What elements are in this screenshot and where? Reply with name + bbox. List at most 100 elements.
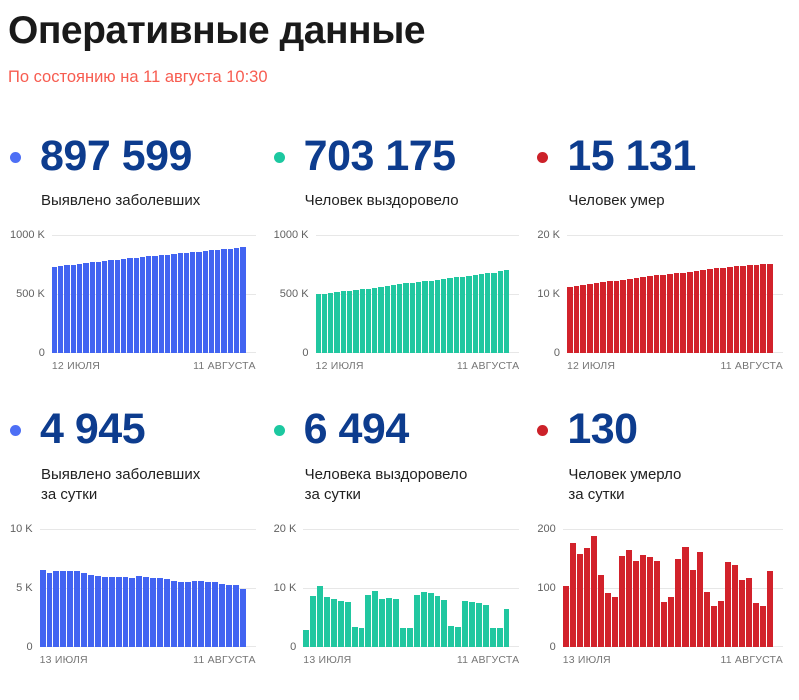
bar	[590, 536, 597, 648]
stat-label: Выявлено заболевших за сутки	[41, 465, 256, 506]
bar	[682, 546, 689, 648]
stat-dot	[537, 425, 549, 437]
x-tick-end: 11 АВГУСТА	[720, 360, 783, 373]
bar	[580, 284, 586, 354]
bar	[233, 585, 239, 648]
stat-label: Человек выздоровело	[305, 191, 520, 211]
stat-card-confirmed-daily: 4 945 Выявлено заболевших за сутки 10 K …	[8, 406, 256, 666]
bars	[51, 235, 246, 354]
bar	[620, 279, 627, 354]
bar-chart: 200 100 0 13 ИЮЛЯ 11 АВГУСТА	[537, 523, 783, 667]
y-tick-label: 0	[549, 641, 556, 654]
bar	[460, 276, 466, 354]
stat-value: 4 945	[40, 405, 146, 454]
x-axis-labels: 12 ИЮЛЯ 11 АВГУСТА	[52, 360, 256, 372]
y-axis-labels: 10 K 5 K 0	[10, 523, 40, 653]
bar	[472, 275, 478, 354]
bar	[399, 627, 406, 648]
gridline	[39, 529, 256, 531]
bar	[324, 597, 330, 648]
bar	[227, 248, 234, 354]
y-tick-label: 0	[290, 641, 297, 654]
stat-label-line2: за сутки	[568, 485, 625, 503]
stat-label-line1: Выявлено заболевших	[41, 465, 201, 483]
bar	[372, 590, 379, 648]
bar	[215, 249, 221, 354]
bar	[136, 576, 143, 648]
bar-chart: 20 K 10 K 0 13 ИЮЛЯ 11 АВГУСТА	[274, 523, 520, 666]
bar	[208, 250, 215, 354]
bars	[562, 529, 774, 648]
bar	[413, 595, 420, 648]
bar	[133, 257, 139, 354]
bar	[724, 562, 731, 648]
bars	[39, 529, 246, 648]
plot-wrap: 12 ИЮЛЯ 11 АВГУСТА	[51, 235, 256, 372]
bar	[337, 601, 344, 648]
stat-header: 130	[537, 406, 783, 453]
chart-plot	[303, 529, 520, 648]
bar	[673, 273, 680, 354]
bar	[196, 251, 202, 354]
bar	[353, 289, 359, 354]
bar	[101, 576, 108, 648]
y-axis-labels: 1000 K 500 K 0	[10, 229, 52, 359]
bar	[102, 261, 108, 354]
bar	[497, 271, 503, 354]
bar	[760, 264, 767, 354]
y-axis-labels: 1000 K 500 K 0	[274, 229, 316, 359]
bars	[315, 235, 510, 354]
bar	[640, 555, 647, 648]
bar	[583, 548, 590, 648]
bar	[344, 602, 351, 648]
bar	[83, 263, 89, 354]
bar	[586, 284, 593, 354]
bar	[469, 602, 475, 648]
bar	[700, 269, 707, 354]
bar	[653, 275, 660, 354]
bar	[129, 578, 136, 648]
bar	[120, 259, 127, 354]
bars	[566, 235, 773, 354]
bar	[416, 282, 422, 354]
stat-dot	[273, 425, 285, 437]
stat-label: Человека выздоровело за сутки	[305, 465, 520, 506]
bar	[573, 285, 580, 354]
bar	[171, 253, 177, 354]
y-tick-label: 0	[302, 347, 309, 360]
bar	[108, 260, 114, 354]
bar-chart: 20 K 10 K 0 12 ИЮЛЯ 11 АВГУСТА	[537, 229, 783, 373]
bar	[393, 598, 399, 648]
bar	[745, 577, 752, 648]
bar	[198, 581, 205, 648]
bar	[115, 577, 122, 648]
chart-plot	[566, 235, 783, 354]
bar	[626, 549, 633, 648]
bar	[157, 578, 163, 648]
x-tick-end: 11 АВГУСТА	[720, 654, 783, 667]
stat-header: 15 131	[537, 132, 783, 180]
stat-label-line1: Человек умер	[568, 192, 665, 210]
x-axis-labels: 13 ИЮЛЯ 11 АВГУСТА	[303, 654, 519, 666]
y-tick-label: 500 K	[279, 288, 309, 301]
bar	[627, 279, 633, 354]
bar	[164, 254, 171, 354]
stat-dot	[273, 151, 285, 163]
bar	[667, 273, 673, 354]
plot-wrap: 13 ИЮЛЯ 11 АВГУСТА	[562, 529, 783, 667]
bar	[427, 592, 434, 648]
bar	[143, 576, 150, 648]
bar	[397, 284, 403, 354]
bar	[351, 626, 358, 648]
bar	[163, 579, 170, 648]
bar	[58, 266, 64, 354]
bar	[660, 274, 667, 354]
bar	[240, 247, 246, 354]
bar	[668, 597, 675, 648]
stat-label-line2: за сутки	[304, 485, 361, 503]
bar	[661, 601, 668, 648]
stat-card-deaths-daily: 130 Человек умерло за сутки 200 100 0 13…	[535, 406, 783, 666]
plot-wrap: 12 ИЮЛЯ 11 АВГУСТА	[566, 235, 783, 373]
bar	[152, 255, 158, 354]
bar	[77, 263, 83, 354]
